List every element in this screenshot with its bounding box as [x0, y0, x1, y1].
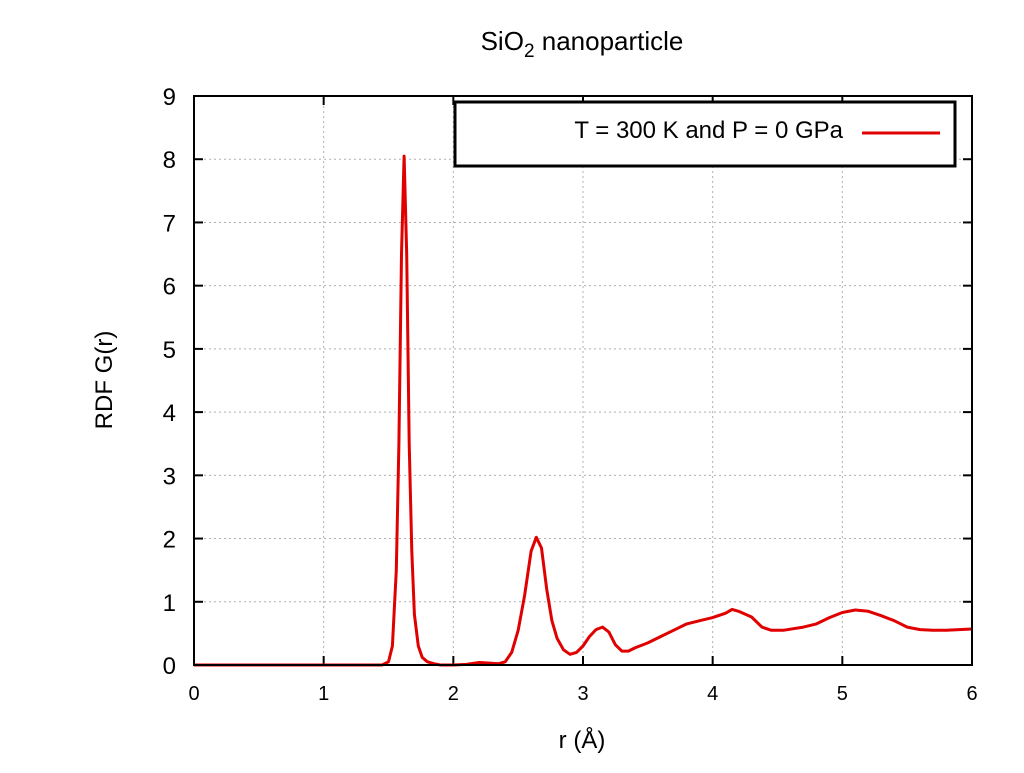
y-tick-label: 7: [163, 210, 176, 237]
y-tick-label: 6: [163, 274, 176, 301]
x-axis-label: r (Å): [559, 726, 606, 754]
chart-title-subscript: 2: [524, 41, 535, 62]
y-tick-label: 1: [163, 590, 176, 617]
y-tick-label: 2: [163, 527, 176, 554]
legend-label: T = 300 K and P = 0 GPa: [574, 117, 843, 144]
x-tick-label: 1: [318, 683, 329, 705]
series-layer: [194, 154, 973, 667]
y-tick-label: 4: [163, 400, 176, 427]
y-tick-label: 8: [163, 147, 176, 174]
tick-labels: 0 1 2 3 4 5 6 0 1 2 3 4 5 6 7 8 9: [163, 84, 978, 705]
x-tick-label: 3: [577, 683, 588, 705]
x-tick-label: 6: [966, 683, 977, 705]
plot-frame: [193, 95, 973, 666]
y-tick-label: 5: [163, 337, 176, 364]
grid-lines: [194, 96, 972, 665]
chart-title-suffix: nanoparticle: [535, 26, 684, 56]
y-axis-label: RDF G(r): [91, 331, 118, 430]
y-tick-label: 3: [163, 463, 176, 490]
x-tick-label: 2: [448, 683, 459, 705]
y-tick-label: 0: [163, 653, 176, 680]
series-line: [194, 154, 973, 667]
x-tick-label: 4: [707, 683, 718, 705]
chart-title-main: SiO: [481, 26, 524, 56]
y-tick-label: 9: [163, 84, 176, 111]
x-tick-label: 0: [188, 683, 199, 705]
x-tick-label: 5: [837, 683, 848, 705]
chart-title: SiO2 nanoparticle: [481, 26, 684, 62]
legend: T = 300 K and P = 0 GPa: [453, 100, 957, 168]
